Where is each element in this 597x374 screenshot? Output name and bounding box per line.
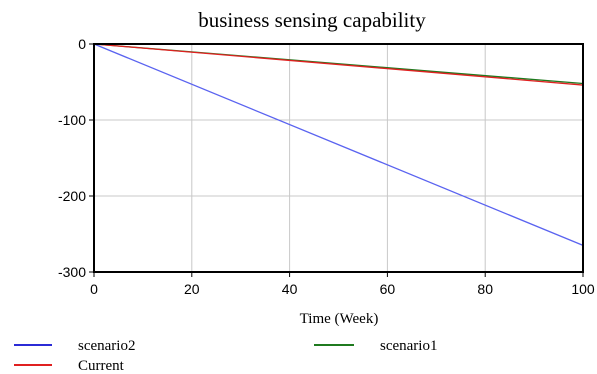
x-tick-label: 20 bbox=[184, 281, 200, 297]
series-lines bbox=[93, 43, 584, 247]
grid bbox=[94, 44, 583, 272]
series-line-current bbox=[93, 43, 584, 86]
legend: scenario2 scenario1 Current bbox=[14, 338, 437, 374]
x-axis-label: Time (Week) bbox=[300, 311, 379, 327]
legend-label-current: Current bbox=[78, 358, 125, 374]
legend-label-scenario1: scenario1 bbox=[380, 338, 437, 354]
x-tick-labels: 0 20 40 60 80 100 bbox=[90, 272, 595, 297]
x-tick-label: 40 bbox=[282, 281, 298, 297]
x-tick-label: 100 bbox=[571, 281, 595, 297]
series-line-scenario2 bbox=[93, 43, 584, 247]
y-tick-label: -300 bbox=[58, 264, 86, 280]
chart-title: business sensing capability bbox=[198, 8, 426, 32]
y-tick-labels: 0 -100 -200 -300 bbox=[58, 36, 94, 280]
legend-label-scenario2: scenario2 bbox=[78, 338, 135, 354]
y-tick-label: -200 bbox=[58, 188, 86, 204]
y-tick-label: 0 bbox=[78, 36, 86, 52]
x-tick-label: 80 bbox=[477, 281, 493, 297]
plot-frame bbox=[93, 43, 584, 273]
x-tick-label: 60 bbox=[380, 281, 396, 297]
y-tick-label: -100 bbox=[58, 112, 86, 128]
x-tick-label: 0 bbox=[90, 281, 98, 297]
